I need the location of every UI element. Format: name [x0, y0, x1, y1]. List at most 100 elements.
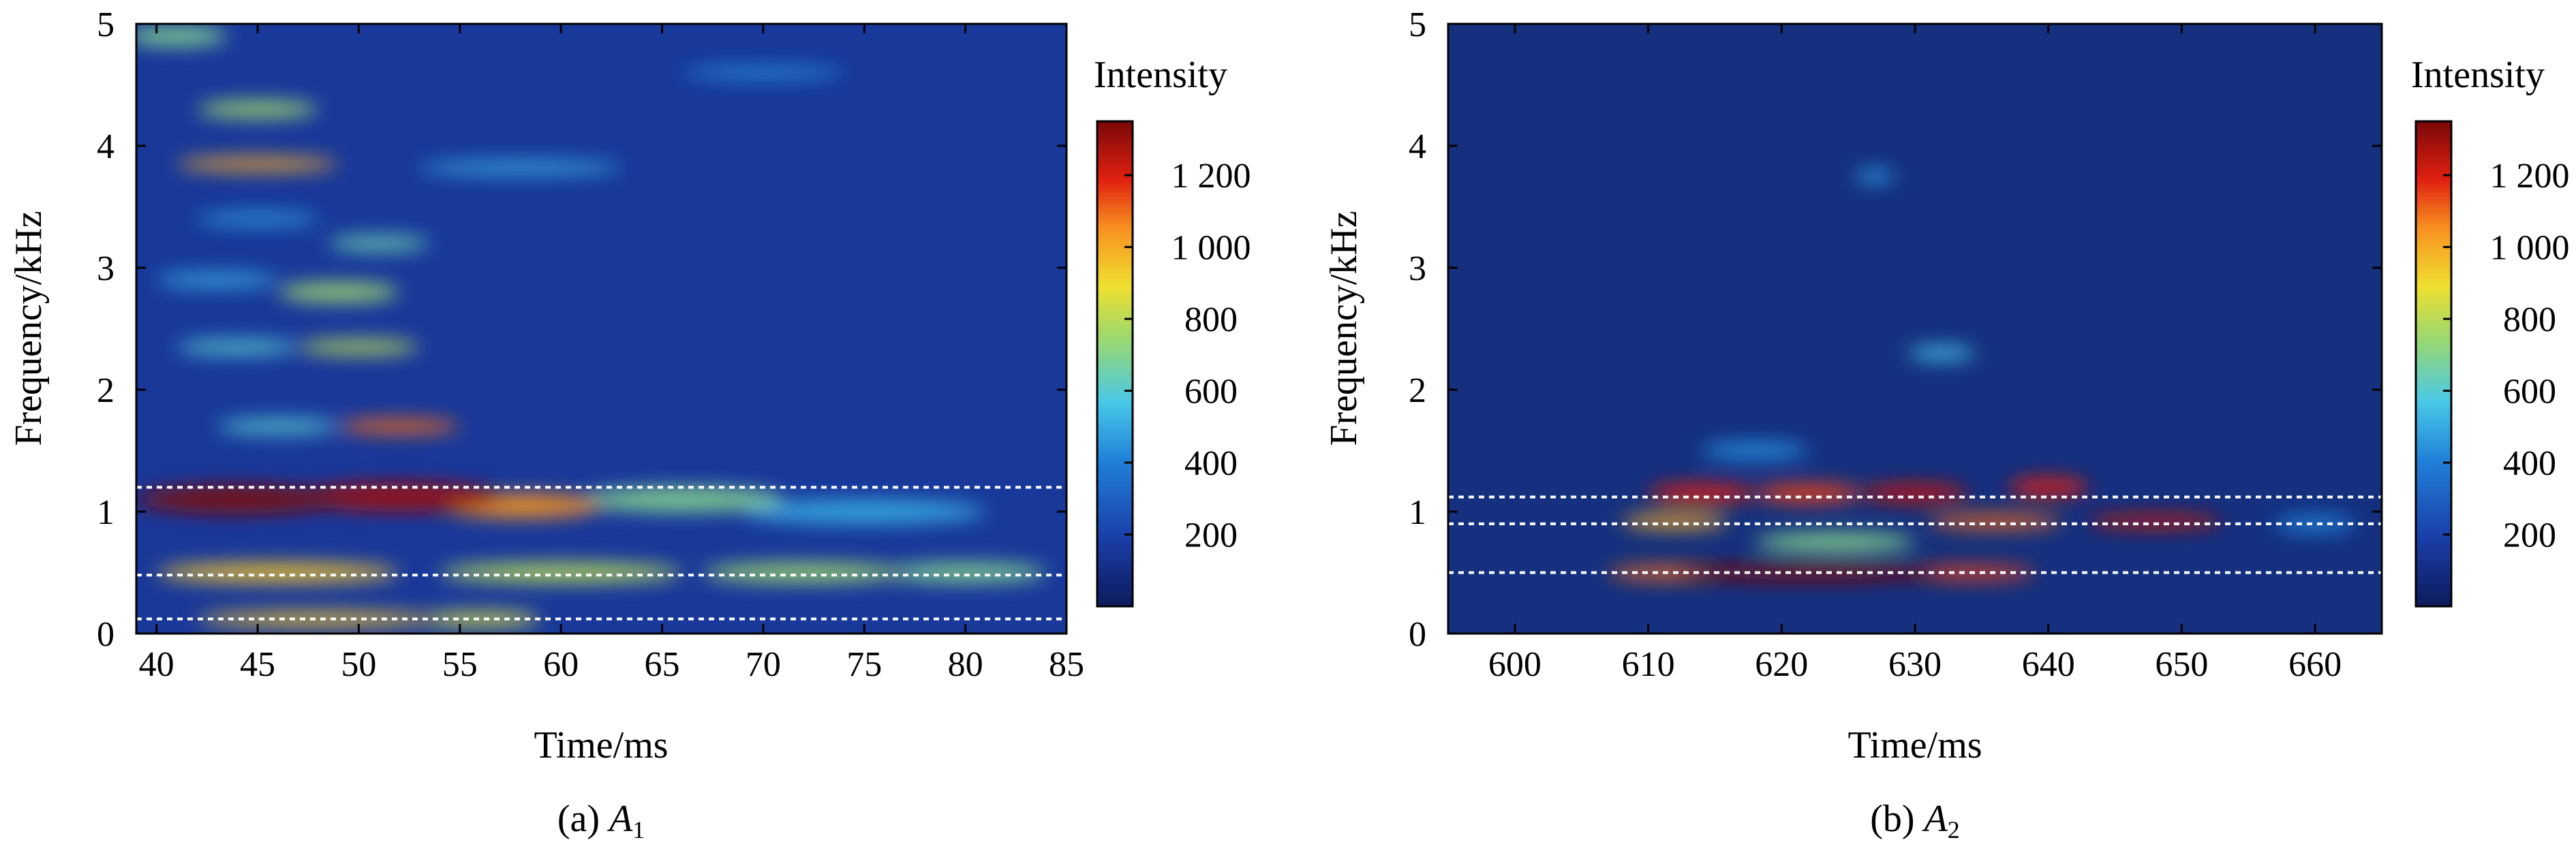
colorbar-gradient-b: [2414, 120, 2453, 608]
x-tick-label: 650: [2155, 645, 2208, 684]
y-tick-label: 0: [1409, 615, 1426, 654]
spectrogram-panel-b: 600 610 620 630 640 650 660 0 1 2 3 4 5 Time/ms Fre…: [1323, 5, 2570, 843]
heat-spot: [1755, 483, 1862, 503]
y-tick-label: 4: [97, 127, 114, 166]
x-tick-label: 40: [139, 645, 174, 684]
heat-spot: [2275, 514, 2355, 534]
caption-a-prefix: (a): [557, 798, 609, 840]
caption-a-italic: A: [607, 798, 633, 840]
plot-area-a: [136, 24, 1067, 634]
x-tick-label: 60: [543, 645, 579, 684]
heat-spot: [1861, 483, 1969, 503]
heat-spot: [1854, 169, 1895, 184]
heat-spot: [197, 211, 319, 227]
heat-spot: [328, 236, 430, 251]
caption-b-subscript: 2: [1948, 816, 1960, 843]
heat-spot: [197, 100, 319, 118]
colorbar-title-a: Intensity: [1094, 54, 1227, 96]
heat-spot: [419, 161, 622, 175]
colorbar-tick-label: 400: [1184, 444, 1238, 483]
colorbar-tick-label: 600: [1184, 373, 1238, 411]
colorbar-tick-label: 1 200: [1171, 157, 1251, 196]
heat-spot: [1621, 514, 1729, 529]
caption-a-subscript: 1: [632, 816, 645, 843]
heat-spot: [136, 484, 339, 514]
colorbar-tick-label: 1 200: [2490, 157, 2570, 196]
colorbar-tick-label: 1 000: [1171, 229, 1251, 268]
heat-spot: [156, 563, 399, 582]
heat-spot: [277, 282, 399, 302]
caption-b-prefix: (b): [1870, 798, 1924, 840]
x-tick-label: 640: [2022, 645, 2075, 684]
heat-spot: [2008, 477, 2089, 497]
heat-spot: [1648, 483, 1755, 503]
colorbar-tick-label: 600: [2503, 373, 2556, 411]
heat-spot: [156, 273, 278, 287]
heat-spot: [1755, 532, 1916, 553]
x-tick-label: 630: [1888, 645, 1942, 684]
caption-b-italic: A: [1922, 798, 1948, 840]
colorbar-tick-label: 200: [1184, 516, 1238, 555]
colorbar-tick-label: 1 000: [2490, 229, 2570, 268]
heat-spot: [177, 339, 298, 355]
y-tick-label: 2: [97, 371, 114, 410]
y-tick-label: 0: [97, 615, 114, 654]
x-tick-label: 70: [746, 645, 781, 684]
colorbar-gradient-a: [1096, 120, 1134, 608]
y-tick-label: 5: [1409, 5, 1426, 44]
x-tick-label: 65: [645, 645, 680, 684]
colorbar-a: Intensity 200 400 600 800 1 000 1 200: [1094, 54, 1251, 608]
y-tick-label: 4: [1409, 127, 1426, 166]
heat-spot: [743, 499, 986, 524]
heat-spot: [338, 418, 460, 434]
heat-spot: [298, 482, 501, 512]
y-tick-label: 5: [97, 5, 114, 44]
colorbar-b: Intensity 200 400 600 800 1 000 1 200: [2411, 54, 2570, 608]
x-tick-label: 45: [240, 645, 275, 684]
heat-spot: [440, 563, 683, 582]
colorbar-tick-label: 800: [1184, 300, 1238, 339]
x-tick-label: 80: [948, 645, 983, 684]
heat-spot: [136, 26, 228, 46]
heat-spot: [1701, 441, 1809, 461]
caption-b: (b) A2: [1870, 798, 1960, 843]
x-tick-label: 75: [846, 645, 882, 684]
y-tick-label: 1: [1409, 493, 1426, 532]
colorbar-tick-label: 200: [2503, 516, 2556, 555]
y-tick-label: 2: [1409, 371, 1426, 410]
plot-frame-a: [135, 22, 1068, 635]
x-tick-label: 55: [442, 645, 478, 684]
heat-spot: [1928, 514, 2062, 529]
y-axis-label-b: Frequency/kHz: [1323, 211, 1365, 446]
x-tick-label: 660: [2288, 645, 2342, 684]
heat-spot: [884, 563, 1047, 582]
x-axis-label-a: Time/ms: [534, 724, 668, 766]
x-tick-label: 85: [1049, 645, 1084, 684]
y-tick-label: 3: [1409, 249, 1426, 288]
heat-spot: [217, 418, 339, 434]
heat-spot: [2088, 514, 2222, 529]
x-tick-label: 600: [1488, 645, 1542, 684]
caption-a: (a) A1: [557, 798, 645, 843]
heat-spot: [682, 65, 844, 80]
heat-spot: [581, 487, 784, 512]
heat-spot: [1908, 345, 1976, 361]
heat-spot: [702, 563, 905, 582]
plot-area-b: [1448, 24, 2382, 634]
x-tick-label: 620: [1755, 645, 1808, 684]
y-tick-label: 1: [97, 493, 114, 532]
colorbar-tick-label: 400: [2503, 444, 2556, 483]
heat-spot: [177, 157, 339, 171]
x-tick-label: 50: [341, 645, 376, 684]
colorbar-title-b: Intensity: [2411, 54, 2545, 96]
heat-spot: [1901, 565, 2036, 580]
x-axis-label-b: Time/ms: [1847, 724, 1982, 766]
y-tick-label: 3: [97, 249, 114, 288]
heat-spot: [197, 611, 440, 627]
heat-spot: [298, 339, 420, 355]
x-tick-label: 610: [1622, 645, 1675, 684]
colorbar-tick-label: 800: [2503, 300, 2556, 339]
heat-spot: [419, 611, 541, 627]
